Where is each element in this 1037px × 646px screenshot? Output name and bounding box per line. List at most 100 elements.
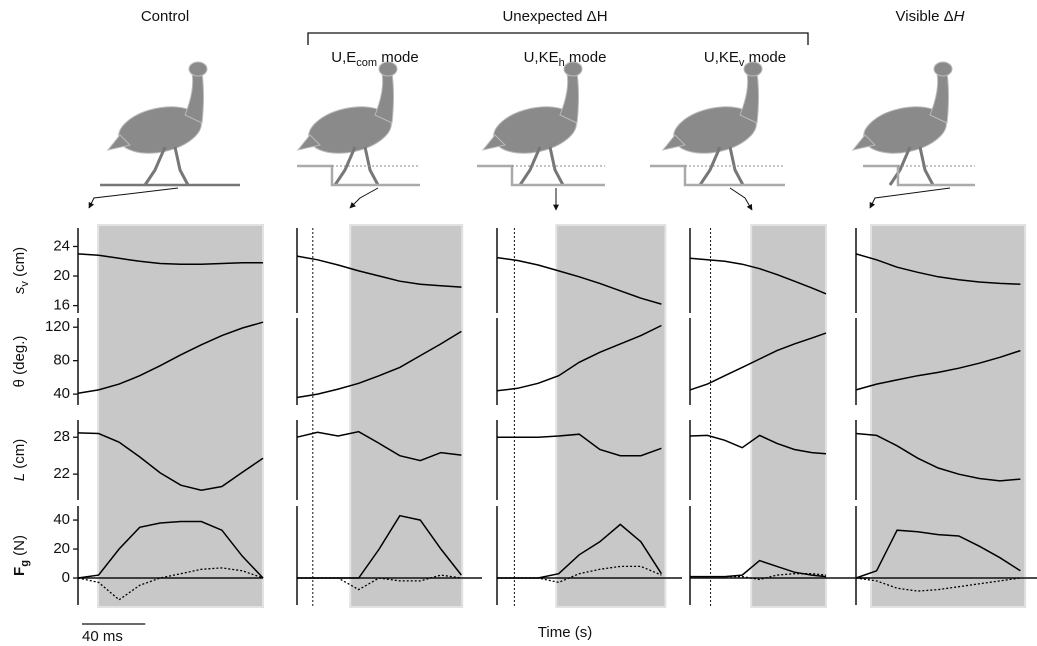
shade — [97, 224, 265, 608]
bird-legs — [698, 146, 745, 186]
text-part: g — [19, 560, 31, 567]
text-part: (cm) — [11, 247, 28, 281]
data-line — [496, 324, 662, 392]
data-line — [296, 255, 462, 288]
text-part: Visible Δ — [896, 8, 954, 25]
y-label: sv (cm) — [11, 247, 31, 294]
data-line — [297, 574, 462, 591]
data-line — [77, 432, 264, 491]
arrow — [88, 187, 179, 209]
panel-title: U,KEh mode — [524, 49, 607, 69]
text-part: h — [559, 57, 565, 69]
bird-neck — [374, 72, 394, 124]
data-line — [297, 514, 462, 579]
ground — [477, 164, 605, 187]
data-line — [497, 523, 663, 579]
y-tick-label: 80 — [53, 352, 70, 369]
panel-title: Visible ΔH — [896, 8, 965, 25]
scale-bar-label: 40 ms — [82, 628, 123, 645]
data-line — [77, 567, 264, 601]
data-line — [77, 253, 263, 265]
data-line — [496, 256, 662, 305]
panel-title: U,KEv mode — [704, 49, 786, 69]
arrow — [729, 187, 753, 211]
text-part: U,E — [331, 49, 356, 66]
text-part: com — [356, 57, 377, 69]
data-line — [689, 332, 827, 391]
y-tick-label: 40 — [53, 511, 70, 528]
y-tick-label: 40 — [53, 385, 70, 402]
bird-tail — [296, 134, 321, 151]
y-tick-label: 0 — [62, 569, 70, 586]
text-part: F — [11, 567, 28, 576]
bird — [106, 61, 208, 186]
data-line — [855, 577, 1021, 592]
panel-title: Control — [141, 8, 189, 25]
data-line — [497, 565, 662, 584]
bird-head — [933, 61, 953, 77]
shade — [750, 224, 827, 608]
y-label: L (cm) — [11, 439, 28, 482]
y-tick-label: 20 — [53, 267, 70, 284]
bird — [296, 61, 398, 186]
bird-neck — [184, 72, 204, 124]
arrow — [869, 187, 951, 209]
data-line — [689, 257, 827, 295]
bird — [851, 61, 953, 186]
data-line — [690, 573, 827, 581]
bird-tail — [851, 134, 876, 151]
y-tick-label: 16 — [53, 297, 70, 314]
bird-legs — [143, 146, 190, 186]
text-part: v — [19, 281, 31, 287]
bird — [661, 61, 763, 186]
y-tick-label: 28 — [53, 428, 70, 445]
bird-head — [743, 61, 763, 77]
bird-tail — [661, 134, 686, 151]
y-label: Fg (N) — [11, 535, 31, 576]
panel-title: U,Ecom mode — [331, 49, 419, 69]
y-tick-label: 24 — [53, 237, 70, 254]
group-label: Unexpected ΔH — [502, 8, 607, 25]
bird-head — [378, 61, 398, 77]
text-part: (N) — [11, 535, 28, 560]
text-part: mode — [565, 49, 607, 66]
shade — [870, 224, 1027, 608]
text-part: L — [11, 473, 28, 481]
text-part: Control — [141, 8, 189, 25]
data-line — [77, 520, 264, 579]
text-part: (cm) — [11, 439, 28, 473]
text-part: θ (deg.) — [11, 336, 28, 388]
y-tick-label: 22 — [53, 465, 70, 482]
shade — [555, 224, 667, 608]
bird-tail — [481, 134, 506, 151]
text-part: U,KE — [704, 49, 739, 66]
data-line — [855, 253, 1021, 285]
bird-tail — [106, 134, 131, 151]
ground — [863, 164, 975, 187]
bird-head — [188, 61, 208, 77]
bird-neck — [929, 72, 949, 124]
bird-neck — [559, 72, 579, 124]
bird-legs — [333, 146, 380, 186]
y-tick-label: 20 — [53, 540, 70, 557]
data-line — [497, 433, 662, 457]
data-line — [296, 430, 462, 462]
bird-head — [563, 61, 583, 77]
bird — [481, 61, 583, 186]
y-tick-label: 120 — [45, 318, 70, 335]
text-part: mode — [377, 49, 419, 66]
data-line — [855, 432, 1021, 482]
data-line — [77, 321, 264, 395]
text-part: H — [954, 8, 965, 25]
text-part: v — [739, 57, 745, 69]
arrow — [349, 187, 379, 209]
y-label: θ (deg.) — [11, 336, 28, 388]
x-label: Time (s) — [538, 624, 592, 641]
bird-legs — [518, 146, 565, 186]
bird-neck — [739, 72, 759, 124]
text-part: U,KE — [524, 49, 559, 66]
data-line — [855, 349, 1021, 391]
text-part: mode — [744, 49, 786, 66]
bird-legs — [888, 146, 935, 186]
